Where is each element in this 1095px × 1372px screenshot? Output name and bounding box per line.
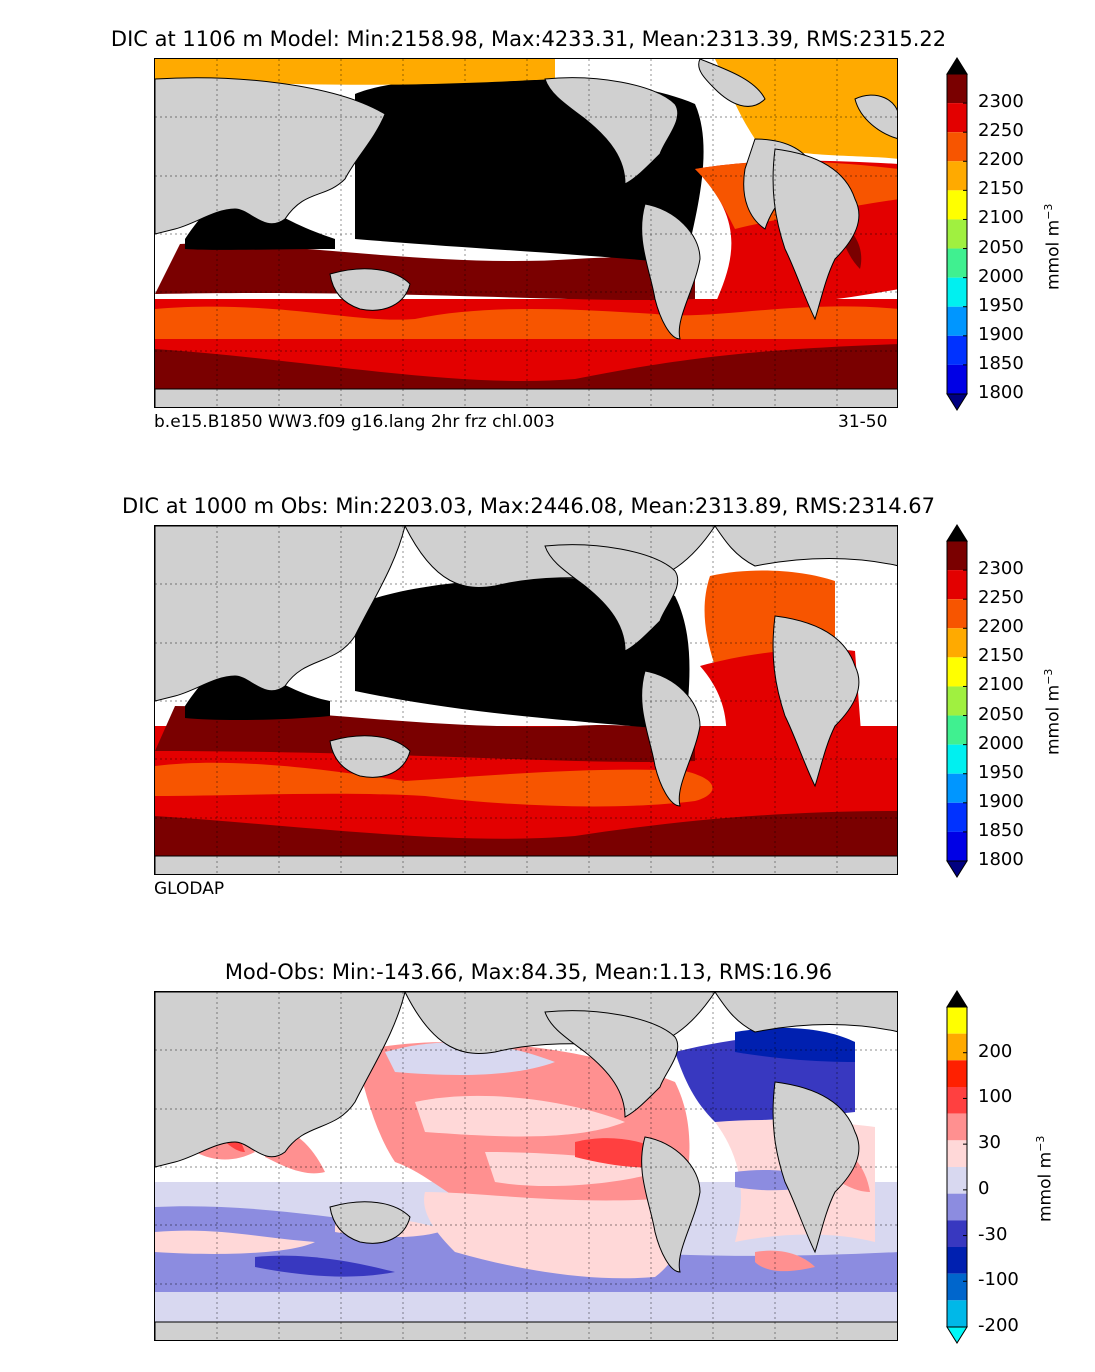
colorbar-tick-label: 2300 xyxy=(978,91,1024,113)
colorbar-segment xyxy=(947,248,967,278)
colorbar-tick-label: 1850 xyxy=(978,352,1024,374)
colorbar-tick-label: 2300 xyxy=(978,558,1024,580)
colorbar-extend-top xyxy=(946,990,968,1008)
colorbar-tick-label: 2000 xyxy=(978,732,1024,754)
panel1-map xyxy=(154,58,898,408)
colorbar-segment xyxy=(947,1087,967,1114)
colorbar-extend-top xyxy=(946,524,968,542)
colorbar-tick-label: 2150 xyxy=(978,645,1024,667)
colorbar-tick-label: 1800 xyxy=(978,849,1024,870)
colorbar-segment xyxy=(947,364,967,394)
colorbar-segment xyxy=(947,599,967,629)
panel1-title: DIC at 1106 m Model: Min:2158.98, Max:42… xyxy=(110,27,947,51)
colorbar-segment xyxy=(947,132,967,162)
colorbar-segment xyxy=(947,657,967,687)
colorbar-tick-label: 200 xyxy=(978,1040,1013,1062)
colorbar-extend-bottom xyxy=(946,393,968,411)
colorbar-tick-label: 2150 xyxy=(978,178,1024,200)
colorbar-tick-label: 2100 xyxy=(978,207,1024,229)
colorbar-segment xyxy=(947,802,967,832)
colorbar-segment xyxy=(947,570,967,600)
colorbar-segment xyxy=(947,1220,967,1247)
colorbar-segment xyxy=(947,715,967,745)
colorbar-segment xyxy=(947,628,967,658)
panel1-subtitle-left: b.e15.B1850 WW3.f09 g16.lang 2hr frz chl… xyxy=(154,412,555,432)
colorbar-segment xyxy=(947,1273,967,1301)
colorbar-tick-label: 2100 xyxy=(978,674,1024,696)
colorbar-segment xyxy=(947,744,967,774)
colorbar-tick-label: 1900 xyxy=(978,323,1024,345)
panel2-colorbar xyxy=(946,524,968,878)
colorbar-tick-label: -200 xyxy=(978,1315,1019,1336)
colorbar-tick-label: -30 xyxy=(978,1223,1008,1245)
colorbar-extend-top xyxy=(946,57,968,75)
colorbar-segment xyxy=(947,541,967,571)
colorbar-segment xyxy=(947,1060,967,1087)
panel1-colorbar xyxy=(946,57,968,411)
colorbar-segment xyxy=(947,1007,967,1034)
colorbar-frame xyxy=(946,540,968,862)
colorbar-segment xyxy=(947,1113,967,1141)
colorbar-extend-bottom xyxy=(946,860,968,878)
panel1-unit-label: mmol m−3 xyxy=(1042,203,1064,290)
panel3-unit-label: mmol m−3 xyxy=(1034,1135,1056,1222)
colorbar-segment xyxy=(947,161,967,191)
colorbar-segment xyxy=(947,1247,967,1274)
panel2-subtitle-left: GLODAP xyxy=(154,879,225,899)
colorbar-tick-label: 2250 xyxy=(978,587,1024,609)
panel3-title: Mod-Obs: Min:-143.66, Max:84.35, Mean:1.… xyxy=(224,960,833,984)
colorbar-tick-label: 1950 xyxy=(978,294,1024,316)
colorbar-segment xyxy=(947,686,967,716)
colorbar-segment xyxy=(947,219,967,249)
colorbar-tick-label: 2000 xyxy=(978,265,1024,287)
colorbar-tick-label: 2250 xyxy=(978,120,1024,142)
colorbar-segment xyxy=(947,1167,967,1194)
panel2-title: DIC at 1000 m Obs: Min:2203.03, Max:2446… xyxy=(122,494,935,518)
colorbar-segment xyxy=(947,74,967,104)
colorbar-tick-label: 1800 xyxy=(978,382,1024,403)
colorbar-segment xyxy=(947,1140,967,1167)
colorbar-segment xyxy=(947,190,967,220)
panel3-colorbar xyxy=(946,990,968,1344)
colorbar-segment xyxy=(947,831,967,861)
colorbar-tick-label: 30 xyxy=(978,1132,1001,1154)
colorbar-extend-bottom xyxy=(946,1326,968,1344)
colorbar-tick-label: -100 xyxy=(978,1269,1019,1291)
colorbar-segment xyxy=(947,773,967,803)
colorbar-tick-label: 1900 xyxy=(978,790,1024,812)
panel3-map xyxy=(154,991,898,1341)
colorbar-tick-label: 2200 xyxy=(978,149,1024,171)
colorbar-frame xyxy=(946,73,968,395)
colorbar-frame xyxy=(946,1006,968,1328)
colorbar-tick-label: 0 xyxy=(978,1177,990,1199)
panel2-map xyxy=(154,525,898,875)
colorbar-tick-label: 2050 xyxy=(978,703,1024,725)
colorbar-tick-label: 1850 xyxy=(978,819,1024,841)
colorbar-tick-label: 2200 xyxy=(978,616,1024,638)
colorbar-segment xyxy=(947,1193,967,1221)
panel1-subtitle-right: 31-50 xyxy=(838,412,888,432)
colorbar-tick-label: 2050 xyxy=(978,236,1024,258)
colorbar-segment xyxy=(947,277,967,307)
colorbar-segment xyxy=(947,1033,967,1061)
panel2-unit-label: mmol m−3 xyxy=(1042,668,1064,755)
colorbar-segment xyxy=(947,335,967,365)
colorbar-segment xyxy=(947,103,967,133)
colorbar-tick-label: 100 xyxy=(978,1086,1013,1108)
colorbar-segment xyxy=(947,1300,967,1327)
colorbar-tick-label: 1950 xyxy=(978,761,1024,783)
colorbar-segment xyxy=(947,306,967,336)
